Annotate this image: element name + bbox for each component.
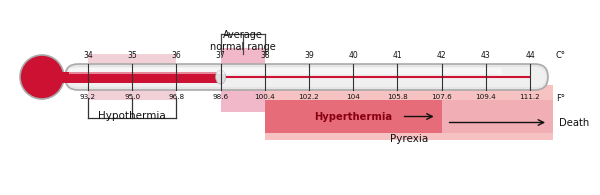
Text: 98.6: 98.6 bbox=[212, 94, 229, 100]
Text: Death: Death bbox=[559, 118, 589, 128]
Text: F°: F° bbox=[556, 94, 565, 103]
Ellipse shape bbox=[20, 55, 64, 99]
Bar bbox=[88, 54, 176, 100]
Text: 35: 35 bbox=[127, 51, 137, 60]
Text: 107.6: 107.6 bbox=[431, 94, 452, 100]
Text: 100.4: 100.4 bbox=[254, 94, 275, 100]
Bar bbox=[265, 100, 442, 133]
Text: 95.0: 95.0 bbox=[124, 94, 140, 100]
Text: 42: 42 bbox=[437, 51, 446, 60]
Text: Average
normal range: Average normal range bbox=[210, 30, 275, 52]
Text: 34: 34 bbox=[83, 51, 93, 60]
Text: 38: 38 bbox=[260, 51, 269, 60]
Text: 104: 104 bbox=[346, 94, 360, 100]
Text: 96.8: 96.8 bbox=[169, 94, 184, 100]
Text: 40: 40 bbox=[349, 51, 358, 60]
Text: 102.2: 102.2 bbox=[299, 94, 319, 100]
Text: 93.2: 93.2 bbox=[80, 94, 96, 100]
Text: 105.8: 105.8 bbox=[387, 94, 408, 100]
Text: Hypothermia: Hypothermia bbox=[98, 111, 166, 121]
Text: Pyrexia: Pyrexia bbox=[390, 134, 428, 144]
Text: 39: 39 bbox=[304, 51, 314, 60]
Text: C°: C° bbox=[556, 51, 566, 60]
Text: 44: 44 bbox=[525, 51, 535, 60]
Bar bbox=[69, 68, 502, 74]
Text: 36: 36 bbox=[172, 51, 181, 60]
Bar bbox=[42, 72, 221, 82]
Text: 37: 37 bbox=[216, 51, 226, 60]
Ellipse shape bbox=[215, 70, 226, 84]
Text: 109.4: 109.4 bbox=[475, 94, 496, 100]
FancyBboxPatch shape bbox=[65, 64, 548, 90]
Text: Hyperthermia: Hyperthermia bbox=[314, 112, 392, 121]
FancyBboxPatch shape bbox=[67, 67, 546, 87]
Bar bbox=[221, 48, 265, 112]
Bar bbox=[442, 100, 553, 133]
Text: 43: 43 bbox=[481, 51, 491, 60]
Text: 41: 41 bbox=[392, 51, 402, 60]
Text: 111.2: 111.2 bbox=[520, 94, 541, 100]
Bar bbox=[265, 85, 553, 140]
